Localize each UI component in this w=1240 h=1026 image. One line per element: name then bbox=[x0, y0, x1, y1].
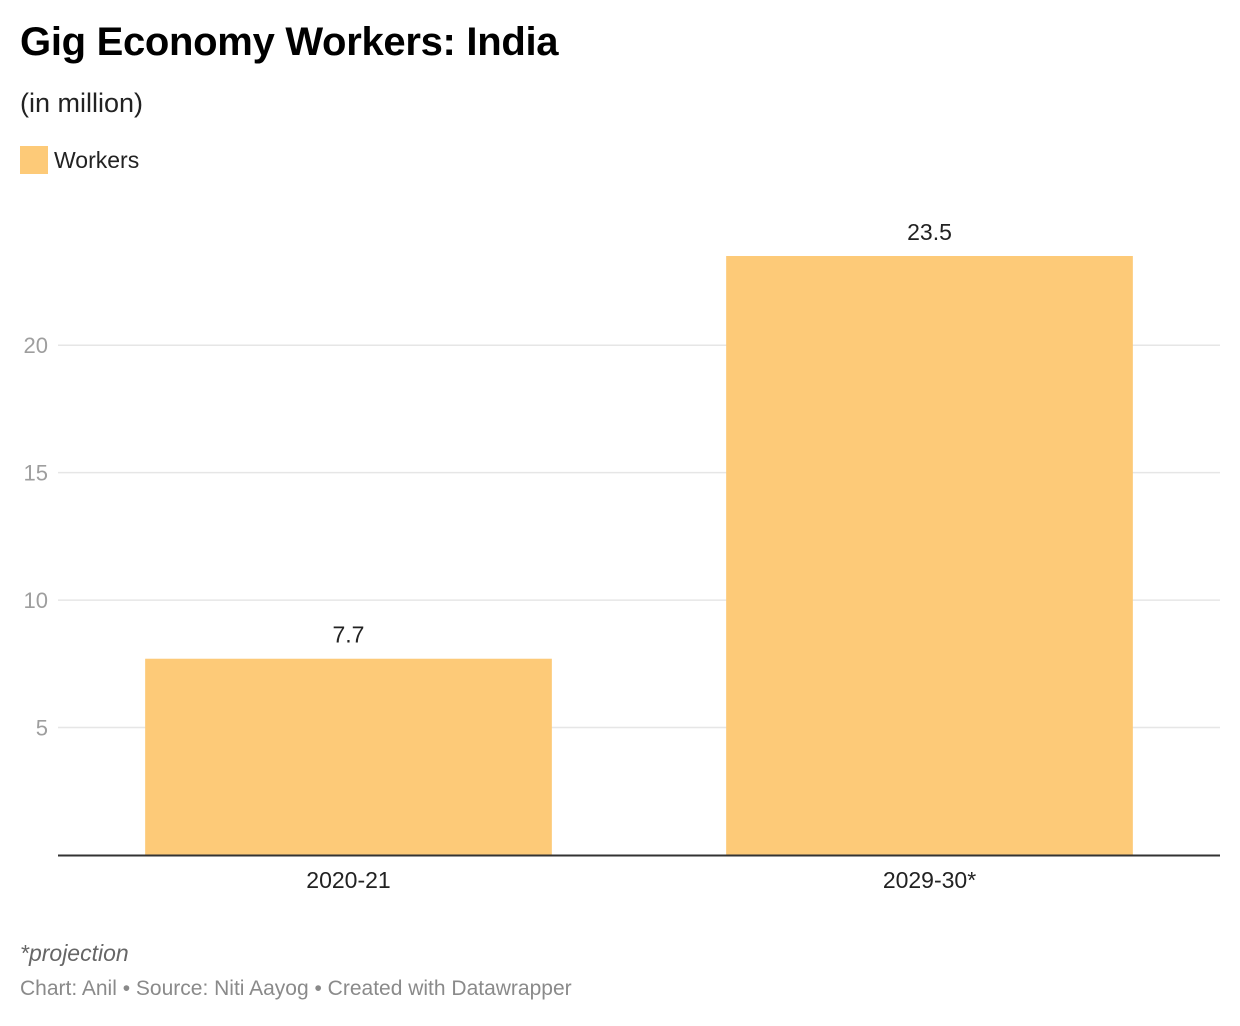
chart-note: *projection bbox=[20, 940, 129, 966]
legend-swatch-workers bbox=[20, 146, 48, 174]
y-tick-label: 5 bbox=[36, 716, 48, 741]
y-tick-label: 15 bbox=[24, 461, 48, 486]
value-label: 7.7 bbox=[333, 622, 365, 648]
chart-footer: Chart: Anil • Source: Niti Aayog • Creat… bbox=[20, 977, 572, 1000]
bar-2020-21 bbox=[145, 658, 552, 855]
x-tick-label: 2029-30* bbox=[883, 867, 976, 893]
legend: Workers bbox=[20, 146, 139, 174]
bars bbox=[145, 256, 1133, 855]
legend-label-workers: Workers bbox=[54, 146, 140, 173]
y-tick-label: 10 bbox=[24, 588, 48, 613]
value-labels: 7.7 23.5 bbox=[333, 219, 952, 648]
value-label: 23.5 bbox=[907, 219, 952, 245]
x-tick-labels: 2020-21 2029-30* bbox=[306, 867, 976, 893]
chart-title: Gig Economy Workers: India bbox=[20, 20, 559, 64]
x-tick-label: 2020-21 bbox=[306, 867, 390, 893]
y-tick-labels: 5 10 15 20 bbox=[24, 333, 48, 740]
chart-subtitle: (in million) bbox=[20, 88, 144, 118]
y-tick-label: 20 bbox=[24, 333, 48, 358]
bar-2029-30 bbox=[726, 256, 1133, 855]
